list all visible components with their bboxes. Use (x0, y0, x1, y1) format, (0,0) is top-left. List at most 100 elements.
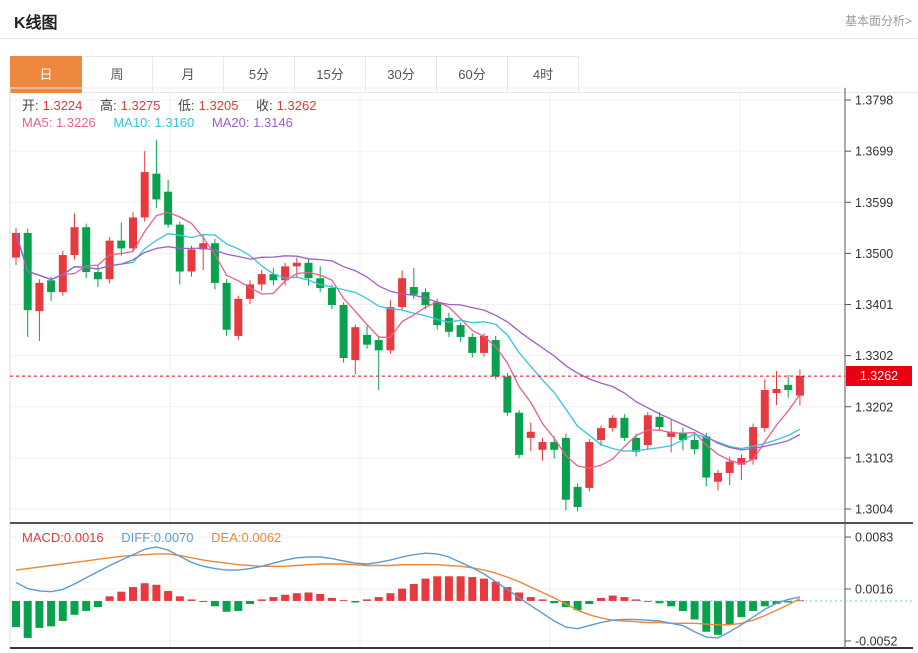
macd-histogram-bar (550, 600, 559, 604)
macd-histogram-bar (573, 600, 582, 611)
price-axis-label: 1.3004 (855, 503, 893, 517)
diff-value-item: DIFF:0.0070 (121, 530, 194, 545)
macd-histogram-bar (608, 595, 617, 601)
macd-histogram-bar (374, 597, 383, 601)
candle-body (164, 191, 173, 225)
candle-body (772, 388, 781, 394)
macd-value-item: MACD:0.0016 (22, 530, 104, 545)
candle-body (608, 417, 617, 429)
macd-histogram-bar (398, 588, 407, 601)
candle-body (585, 442, 594, 488)
macd-histogram-bar (421, 578, 430, 601)
macd-histogram-bar (12, 600, 20, 628)
tab-4hour[interactable]: 4时 (508, 56, 579, 93)
tab-week[interactable]: 周 (82, 56, 153, 93)
candle-body (222, 282, 231, 330)
tab-30min[interactable]: 30分 (366, 56, 437, 93)
macd-histogram-bar (35, 600, 44, 628)
macd-histogram-bar (526, 597, 535, 601)
close-value: 1.3262 (276, 98, 317, 113)
candle-body (597, 428, 605, 440)
macd-histogram-bar (667, 600, 676, 607)
candle-body (760, 390, 769, 429)
close-label: 收: (256, 98, 273, 113)
macd-histogram-bar (503, 587, 512, 601)
candle-body (339, 305, 348, 359)
macd-histogram-bar (620, 597, 629, 601)
price-axis-label: 1.3599 (855, 196, 893, 210)
candle-body (795, 376, 804, 396)
macd-histogram-bar (433, 576, 442, 601)
candle-body (269, 274, 278, 281)
candle-body (468, 336, 477, 353)
candle-body (550, 442, 559, 450)
candle-body (702, 436, 711, 478)
macd-histogram-bar (795, 600, 804, 602)
macd-histogram-bar (725, 600, 734, 625)
candle-body (152, 173, 161, 200)
macd-histogram-bar (468, 577, 477, 601)
candle-body (246, 284, 254, 299)
macd-histogram-bar (690, 600, 699, 620)
macd-histogram-bar (351, 600, 360, 603)
tab-15min[interactable]: 15分 (295, 56, 366, 93)
macd-histogram-bar (409, 583, 418, 601)
fundamental-analysis-link[interactable]: 基本面分析> (844, 14, 912, 28)
candle-body (690, 439, 699, 450)
macd-histogram-bar (234, 600, 243, 611)
macd-histogram-bar (47, 600, 56, 627)
macd-histogram-bar (655, 600, 664, 604)
macd-histogram-bar (585, 600, 594, 605)
ma10-legend-item: MA10: 1.3160 (113, 115, 195, 130)
candle-body (503, 376, 512, 413)
macd-histogram-bar (737, 600, 746, 618)
macd-histogram-bar (105, 596, 114, 601)
macd-axis-label: -0.0052 (855, 635, 897, 649)
ma5-legend-item: MA5: 1.3226 (22, 115, 96, 130)
macd-histogram-bar (129, 587, 137, 601)
page-title: K线图 (14, 15, 58, 32)
candle-body (491, 340, 500, 377)
macd-histogram-bar (784, 600, 793, 603)
tabbar-filler (579, 56, 918, 93)
candle-body (199, 243, 208, 250)
macd-histogram-bar (304, 592, 313, 601)
ma20-legend-item: MA20: 1.3146 (211, 115, 293, 130)
ma5-line (15, 211, 801, 469)
candle-body (526, 431, 535, 438)
macd-histogram-bar (491, 581, 500, 601)
macd-histogram-bar (140, 583, 149, 601)
macd-histogram-bar (760, 600, 769, 607)
macd-histogram-bar (327, 597, 336, 601)
tab-day[interactable]: 日 (10, 56, 82, 93)
tab-60min[interactable]: 60分 (437, 56, 508, 93)
tab-month[interactable]: 月 (153, 56, 224, 93)
candle-body (725, 461, 734, 473)
candle-body (93, 272, 102, 280)
candle-body (35, 282, 44, 312)
macd-histogram-bar (316, 594, 325, 601)
macd-histogram-bar (339, 600, 348, 602)
candle-body (316, 278, 325, 289)
macd-histogram-bar (269, 597, 278, 601)
candle-body (667, 431, 676, 437)
macd-histogram-bar (93, 600, 102, 608)
macd-histogram-bar (23, 600, 32, 638)
macd-histogram-bar (82, 600, 91, 611)
macd-histogram-bar (772, 600, 781, 605)
candle-body (398, 278, 407, 308)
macd-histogram-bar (363, 599, 371, 601)
macd-histogram-bar (281, 594, 290, 601)
tab-5min[interactable]: 5分 (224, 56, 295, 93)
macd-histogram-bar (702, 600, 711, 632)
macd-histogram-bar (222, 600, 231, 612)
candle-body (655, 416, 664, 428)
ma20-line (15, 232, 801, 451)
candle-body (409, 286, 418, 295)
macd-histogram-bar (257, 599, 266, 601)
candle-body (363, 334, 371, 345)
candle-body (281, 266, 290, 281)
macd-axis-label: 0.0083 (855, 531, 893, 545)
candle-body (58, 255, 67, 293)
